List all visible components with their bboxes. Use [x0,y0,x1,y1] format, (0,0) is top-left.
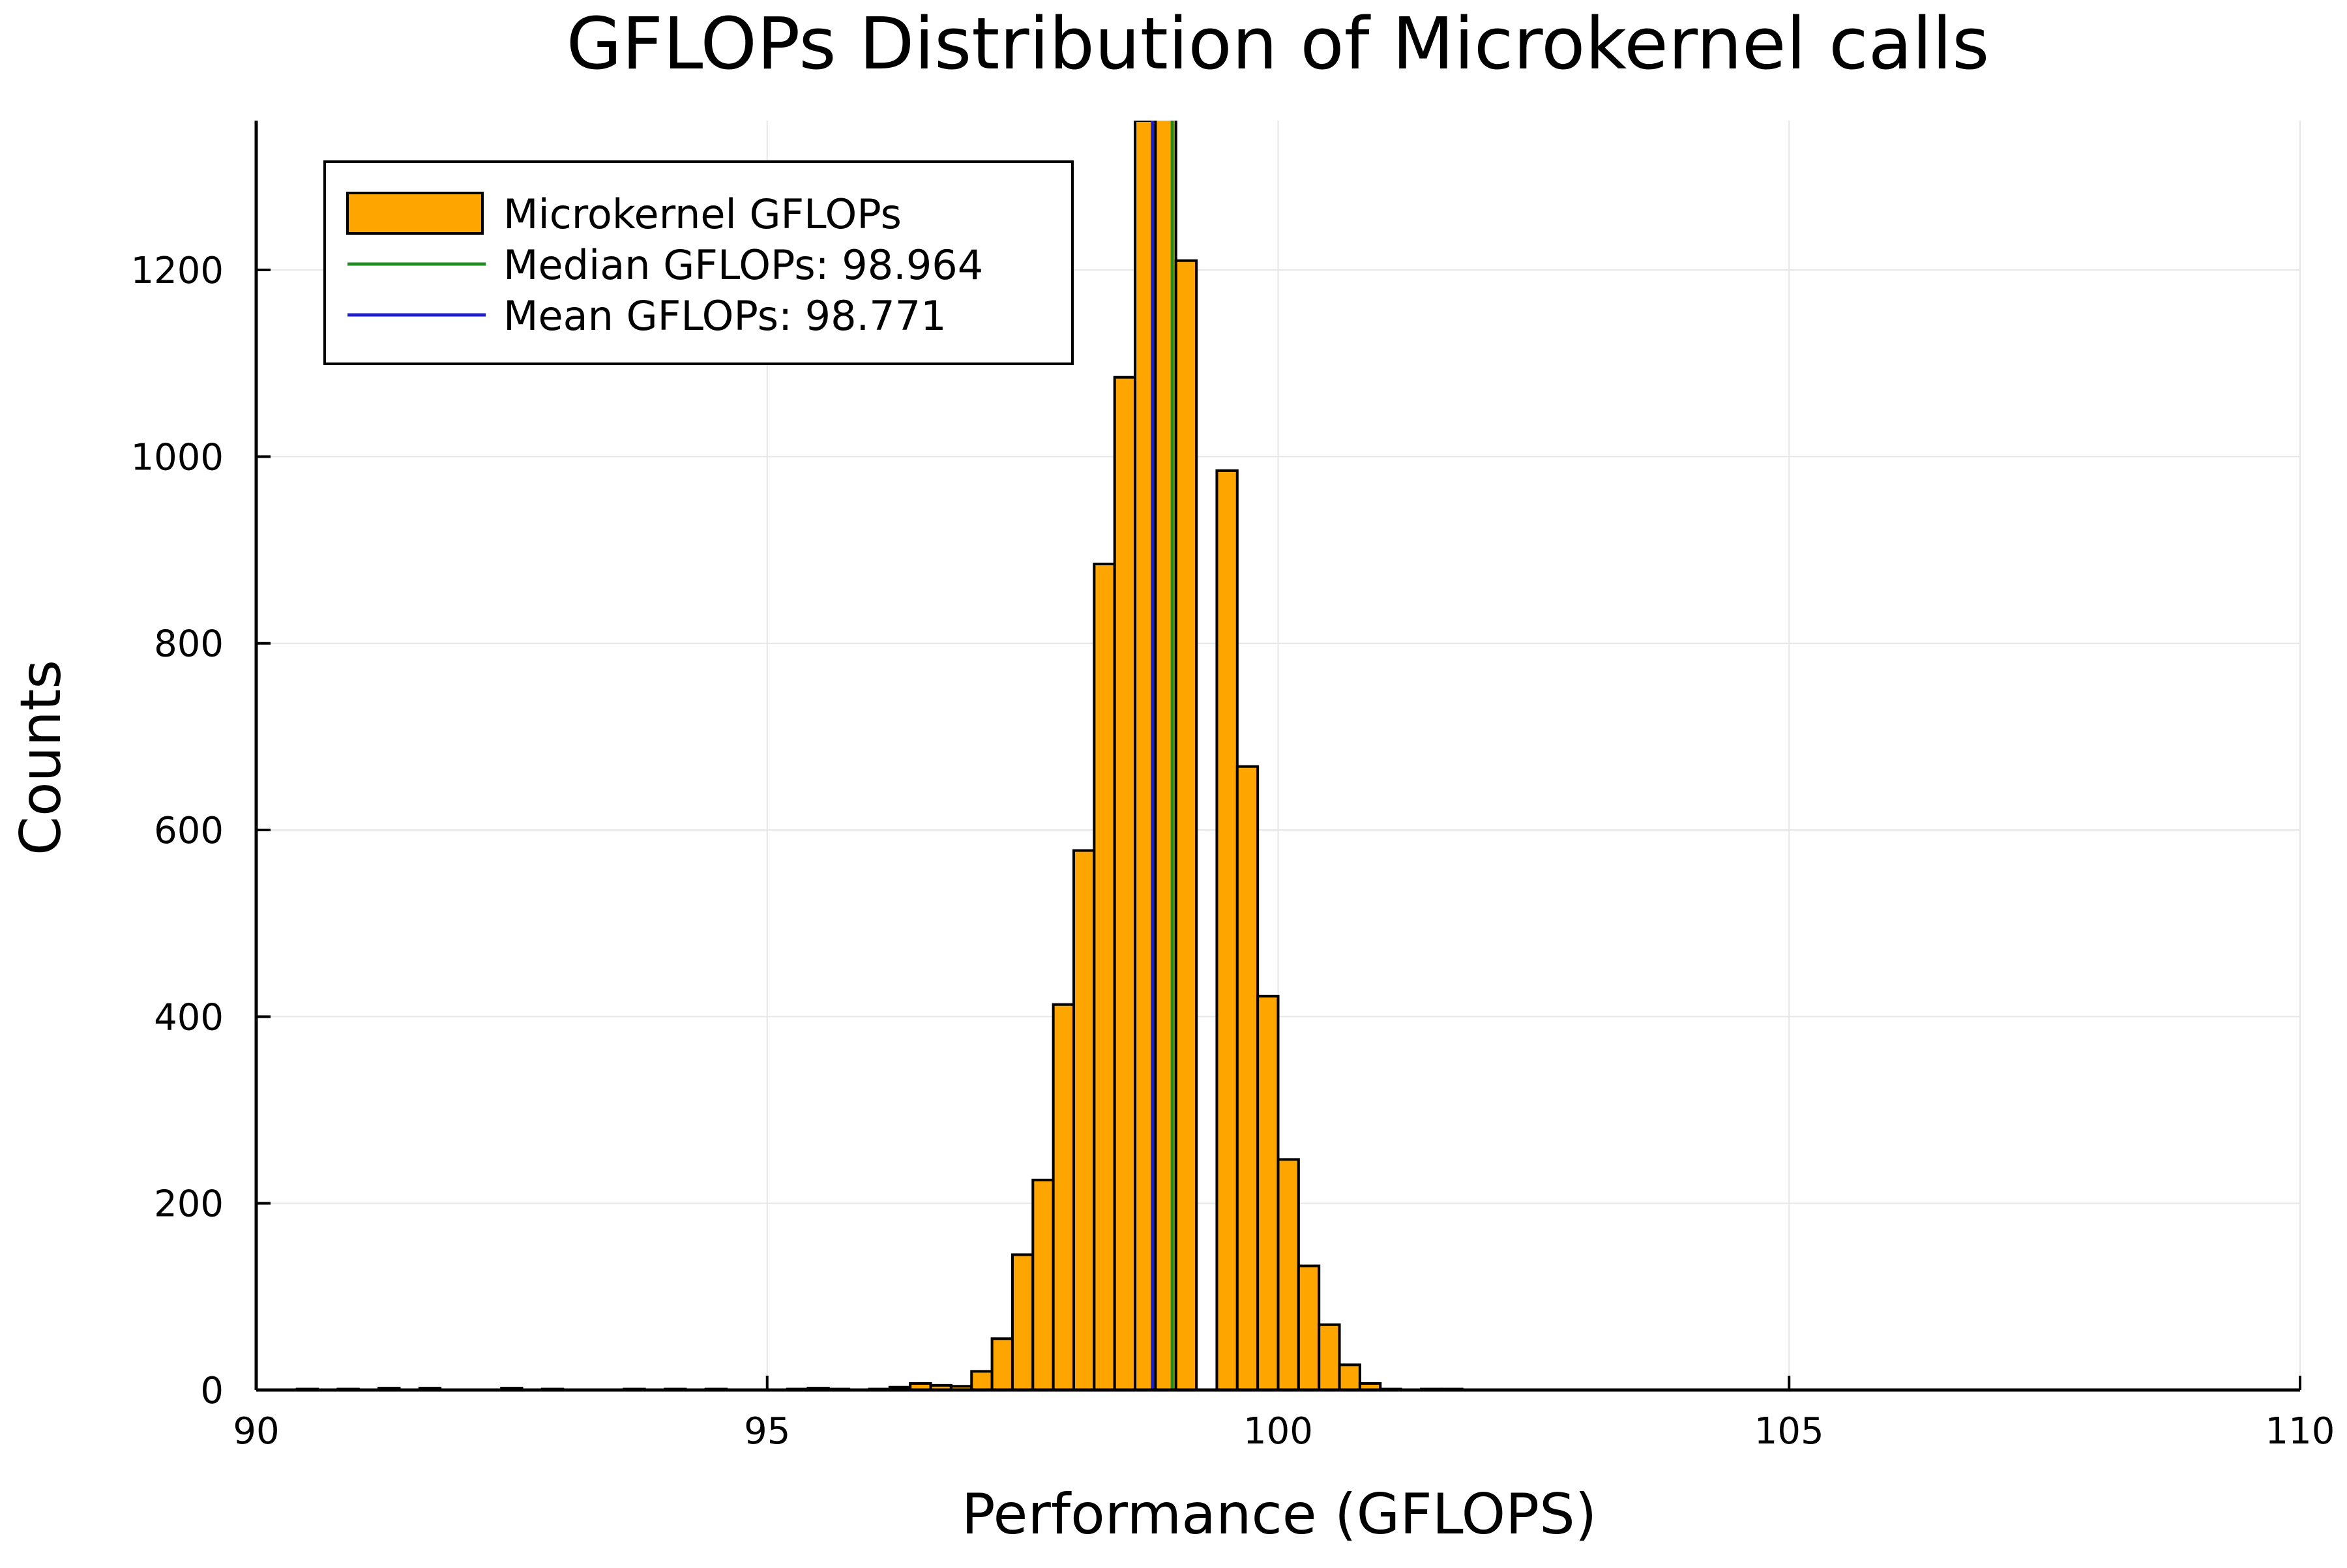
histogram-bar [1358,1382,1382,1390]
x-tick-label: 105 [1754,1410,1824,1453]
legend-label-mean: Mean GFLOPs: 98.771 [503,292,947,340]
histogram-bar [990,1337,1014,1390]
y-axis-title: Counts [8,660,74,855]
x-tick-label: 110 [2266,1410,2335,1453]
x-tick-label: 90 [233,1410,279,1453]
tick-labels: 90 95 100 105 110 0 200 400 600 800 1000 1200 [130,250,2335,1453]
histogram-bars [295,121,1464,1390]
histogram-bar [1093,563,1116,1390]
legend-label-median: Median GFLOPs: 98.964 [503,241,983,289]
legend-label-histogram: Microkernel GFLOPs [503,190,902,238]
histogram-bar [1031,1178,1055,1390]
histogram-bar [1338,1363,1361,1390]
axes [254,121,2301,1392]
histogram-bar [1072,849,1096,1390]
histogram-bar [970,1370,994,1390]
y-tick-label: 0 [200,1370,224,1412]
histogram-bar [1174,259,1198,1390]
y-tick-label: 800 [154,623,224,666]
histogram-bar [1113,376,1137,1390]
chart-title: GFLOPs Distribution of Microkernel calls [567,2,1990,85]
reference-lines [1151,121,1174,1390]
histogram-bar [1256,994,1280,1390]
legend: Microkernel GFLOPs Median GFLOPs: 98.964… [323,160,1074,365]
histogram-bar [1277,1158,1300,1390]
histogram-bar [1235,765,1260,1390]
histogram-bar [1052,1003,1076,1390]
y-tick-label: 200 [154,1183,224,1226]
legend-swatch-histogram [346,192,484,235]
y-tick-label: 1000 [130,436,224,479]
x-axis-title: Performance (GFLOPS) [962,1482,1597,1547]
x-tick-label: 95 [744,1410,790,1453]
y-tick-label: 400 [154,996,224,1039]
histogram-bar [1215,469,1239,1390]
histogram-bar [1297,1264,1321,1390]
histogram-bar [1318,1323,1341,1390]
x-tick-label: 100 [1243,1410,1313,1453]
y-tick-label: 600 [154,810,224,852]
y-tick-label: 1200 [130,250,224,292]
histogram-bar [1011,1253,1035,1390]
